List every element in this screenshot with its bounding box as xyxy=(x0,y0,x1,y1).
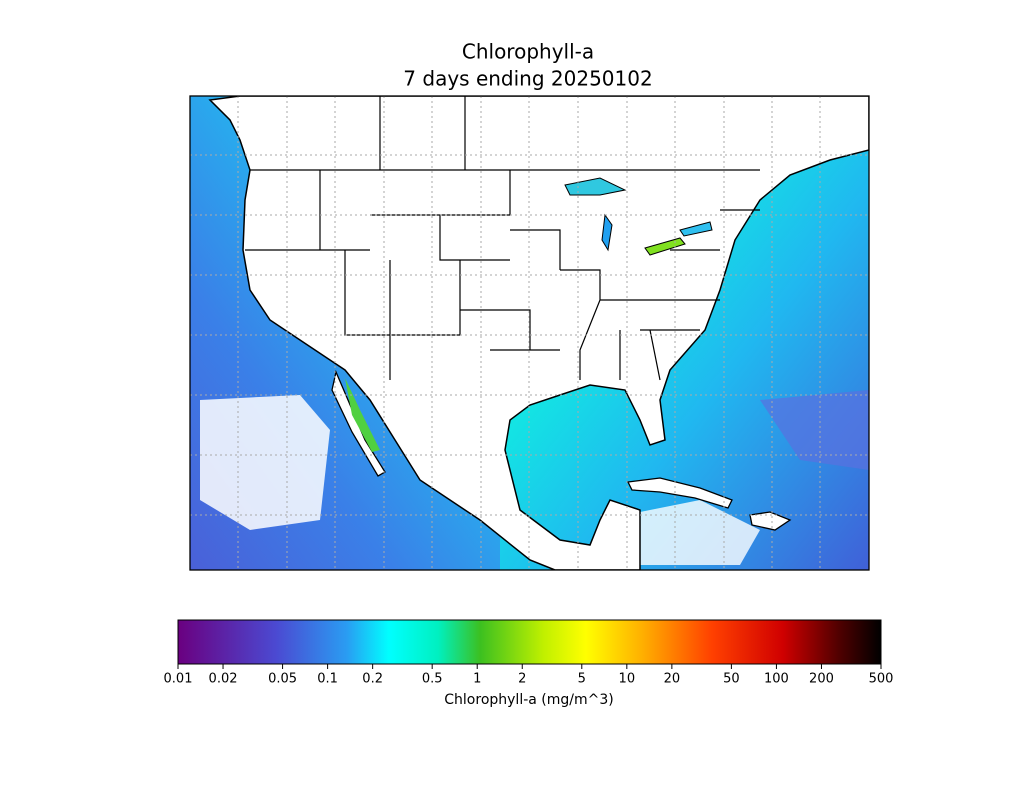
colorbar-tick-label: 500 xyxy=(869,672,894,687)
colorbar-tick-label: 0.01 xyxy=(164,672,193,687)
colorbar-tick-label: 0.2 xyxy=(362,672,383,687)
lake-superior xyxy=(564,177,627,196)
hispaniola xyxy=(749,511,792,531)
title-line: Chlorophyll-a xyxy=(462,40,594,64)
colorbar-ticks: 0.01 0.02 0.05 0.1 0.2 0.5 1 2 5 10 20 50 100 200 500 xyxy=(164,664,894,687)
colorbar-tick-label: 10 xyxy=(619,672,636,687)
colorbar-tick-label: 0.1 xyxy=(317,672,338,687)
colorbar-tick-label: 200 xyxy=(809,672,834,687)
colorbar-tick-label: 20 xyxy=(664,672,681,687)
cloud-gap xyxy=(200,395,330,530)
colorbar-tick-label: 2 xyxy=(518,672,526,687)
colorbar-tick-label: 5 xyxy=(578,672,586,687)
graticule xyxy=(190,96,869,570)
colorbar-tick-label: 0.05 xyxy=(268,672,297,687)
colorbar xyxy=(177,619,882,665)
lake-michigan xyxy=(601,213,613,252)
map-area xyxy=(190,96,869,570)
gulf-of-california xyxy=(345,378,380,452)
colorbar-tick-label: 100 xyxy=(764,672,789,687)
colorbar-tick-label: 0.5 xyxy=(422,672,443,687)
open-ocean xyxy=(760,390,869,470)
map-frame xyxy=(189,95,870,571)
title-line: 7 days ending 20250102 xyxy=(403,67,652,91)
colorbar-tick-label: 1 xyxy=(473,672,481,687)
colorbar-tick-label: 0.02 xyxy=(209,672,238,687)
lake-ontario xyxy=(679,221,713,237)
cuba xyxy=(627,477,733,509)
colorbar-label: Chlorophyll-a (mg/m^3) xyxy=(444,692,613,708)
colorbar-tick-label: 50 xyxy=(723,672,740,687)
